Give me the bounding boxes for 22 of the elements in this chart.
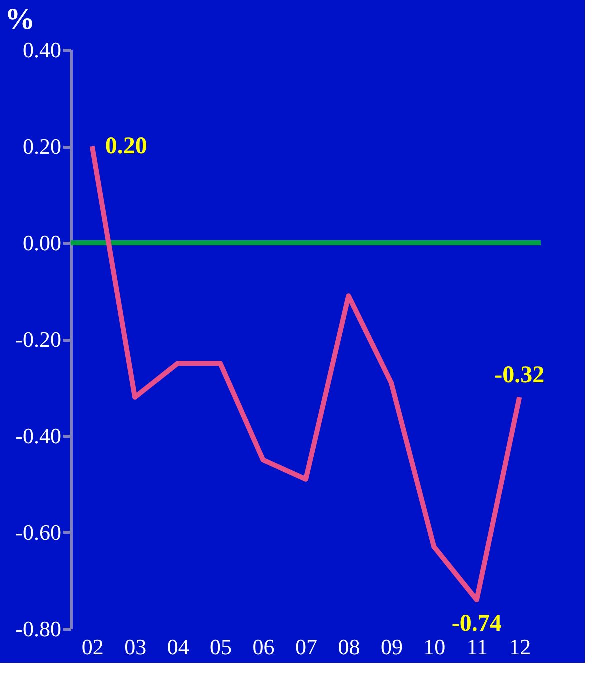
x-tick-label: 09 xyxy=(380,634,403,660)
y-tick-label: -0.80 xyxy=(16,616,62,642)
x-tick-label: 10 xyxy=(424,634,446,660)
x-tick-label: 03 xyxy=(124,634,147,660)
x-tick-label: 08 xyxy=(338,634,360,660)
y-tick-label: 0.00 xyxy=(23,230,62,256)
data-label: -0.74 xyxy=(452,611,502,638)
x-tick-label: 05 xyxy=(210,634,232,660)
x-tick-label: 06 xyxy=(252,634,275,660)
y-axis-title: % xyxy=(5,3,36,36)
x-tick-label: 04 xyxy=(167,634,190,660)
y-tick-label: 0.20 xyxy=(23,134,62,159)
y-tick-label: -0.20 xyxy=(16,327,62,352)
y-tick-label: 0.40 xyxy=(23,38,62,62)
x-tick-label: 02 xyxy=(82,634,104,660)
x-tick-label: 11 xyxy=(466,634,488,660)
data-label: -0.32 xyxy=(494,362,545,388)
y-tick-label: -0.40 xyxy=(16,424,62,448)
x-tick-label: 07 xyxy=(296,634,318,660)
x-tick-label: 12 xyxy=(509,634,532,660)
data-label: 0.20 xyxy=(105,134,148,160)
y-tick-label: -0.60 xyxy=(16,520,62,545)
